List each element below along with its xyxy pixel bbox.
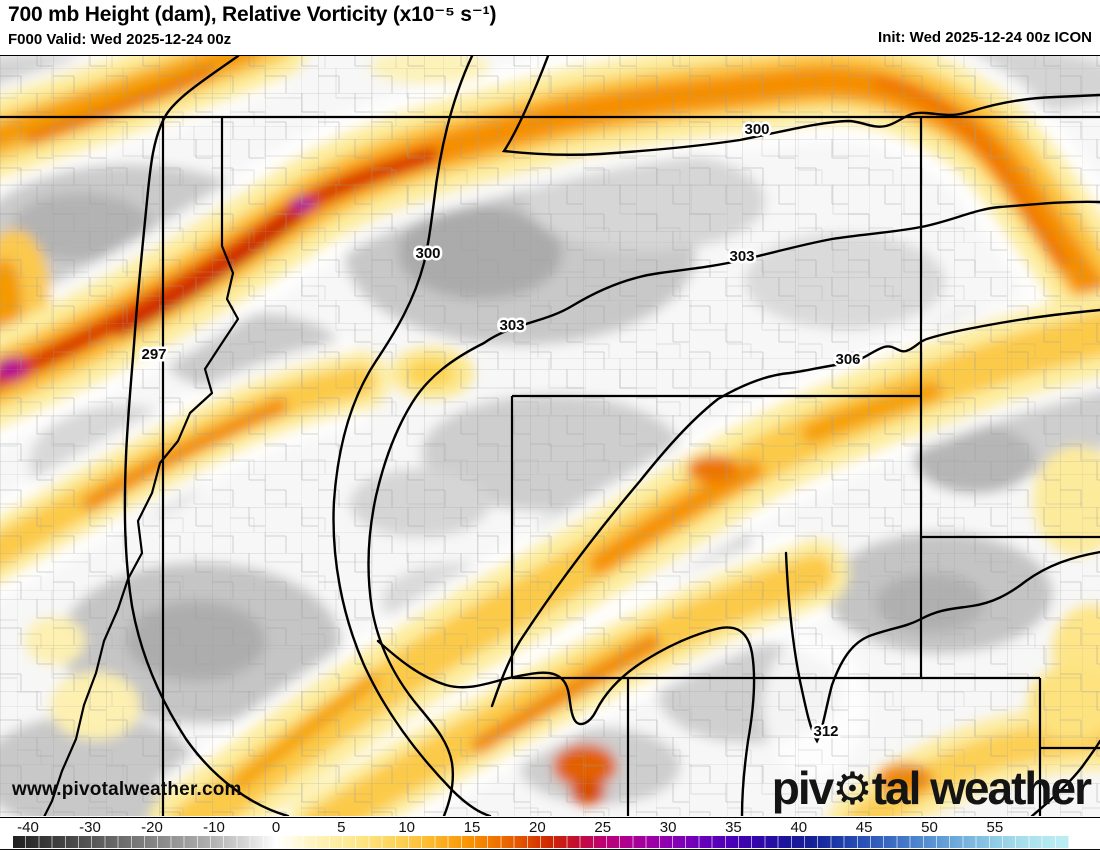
colorbar-tick: 10 — [398, 819, 416, 836]
colorbar-gradient — [13, 836, 1069, 848]
contour-label: 300 — [415, 245, 440, 262]
colorbar-tick-labels: -40 -30 -20 -10 0 5 10 15 20 25 30 35 40 45 50 55 — [0, 819, 1100, 836]
header: 700 mb Height (dam), Relative Vorticity … — [0, 0, 1100, 55]
colorbar-tick: -10 — [203, 819, 225, 836]
page-title: 700 mb Height (dam), Relative Vorticity … — [8, 3, 497, 26]
colorbar-tick: 20 — [529, 819, 546, 836]
colorbar-tick: 0 — [271, 819, 281, 836]
colorbar-cell-separators — [13, 836, 1069, 848]
colorbar-tick: -40 — [17, 819, 39, 836]
colorbar-tick: -20 — [141, 819, 163, 836]
map-area: 297 300 300 303 303 306 312 www.pivotalweather… — [0, 55, 1100, 818]
colorbar-tick: 5 — [337, 819, 346, 836]
colorbar-tick: 25 — [594, 819, 612, 836]
gear-icon: ⚙ — [832, 763, 872, 814]
pivotal-weather-logo: piv⚙tal weather — [771, 761, 1092, 815]
valid-time-label: F000 Valid: Wed 2025-12-24 00z — [8, 31, 232, 48]
init-time-label: Init: Wed 2025-12-24 00z ICON — [878, 29, 1092, 46]
colorbar-tick: 40 — [790, 819, 808, 836]
contour-label: 297 — [141, 346, 166, 363]
watermark: www.pivotalweather.com — [12, 779, 242, 800]
logo-text-pre: piv — [771, 762, 834, 814]
logo-text-post: tal weather — [871, 762, 1092, 814]
colorbar-tick: 35 — [725, 819, 742, 836]
contour-label: 312 — [813, 723, 838, 740]
contour-label: 303 — [729, 248, 754, 265]
colorbar-tick: 45 — [855, 819, 873, 836]
colorbar-tick: -30 — [79, 819, 101, 836]
colorbar-tick: 30 — [659, 819, 677, 836]
colorbar-tick: 55 — [986, 819, 1004, 836]
colorbar-tick: 50 — [921, 819, 938, 836]
map-svg: 297 300 300 303 303 306 312 — [0, 56, 1100, 816]
county-grid-2 — [0, 56, 1100, 816]
contour-labels: 297 300 300 303 303 306 312 — [139, 119, 863, 743]
colorbar: -40 -30 -20 -10 0 5 10 15 20 25 30 35 40 45 50 55 — [0, 818, 1100, 850]
contour-label: 306 — [835, 351, 860, 368]
contour-label: 300 — [744, 121, 769, 138]
height-contours — [123, 56, 1100, 816]
contour-label: 303 — [499, 317, 524, 334]
colorbar-tick: 15 — [463, 819, 481, 836]
state-borders — [0, 115, 1100, 816]
